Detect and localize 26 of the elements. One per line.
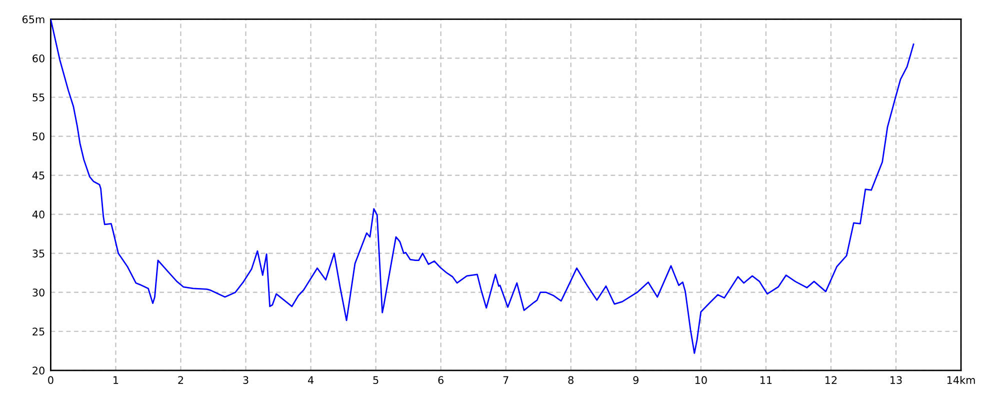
x-tick-label: 10: [695, 376, 707, 384]
x-tick-label: 6: [438, 376, 444, 384]
y-tick-label: 55: [32, 94, 44, 102]
y-tick-label: 50: [32, 132, 44, 140]
x-tick-label: 7: [503, 376, 508, 384]
x-tick-label: 4: [308, 376, 314, 384]
x-tick-label: 2: [178, 376, 184, 384]
x-tick-label: 8: [568, 376, 574, 384]
x-tick-label: 13: [890, 376, 902, 384]
y-tick-label: 20: [32, 366, 44, 375]
y-tick-label: 65m: [22, 15, 44, 24]
y-tick-label: 60: [32, 54, 44, 62]
line-series: [50, 19, 914, 354]
y-tick-label: 40: [32, 210, 44, 218]
y-tick-label: 45: [32, 172, 44, 180]
y-tick-label: 25: [32, 328, 44, 336]
x-tick-label: 1: [114, 376, 118, 384]
x-tick-label: 14km: [947, 376, 975, 384]
x-tick-label: 12: [825, 376, 837, 384]
x-tick-label: 9: [633, 376, 638, 384]
x-tick-label: 0: [48, 376, 54, 384]
x-tick-label: 11: [760, 376, 772, 384]
y-tick-label: 35: [32, 250, 44, 258]
x-tick-label: 5: [373, 376, 378, 384]
y-tick-label: 30: [32, 288, 44, 296]
x-tick-label: 3: [243, 376, 248, 384]
